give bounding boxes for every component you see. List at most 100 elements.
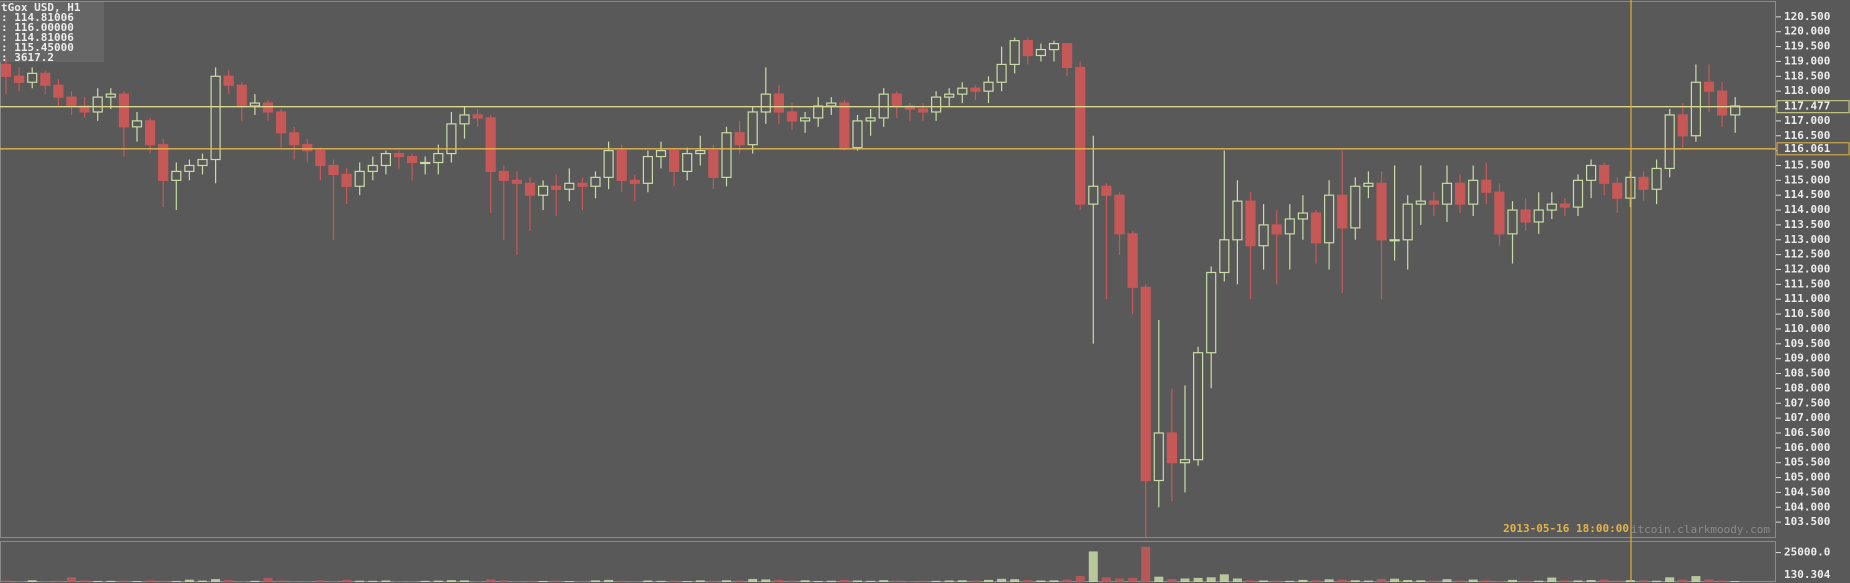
candle-body xyxy=(655,150,667,158)
volume-bar xyxy=(1573,580,1583,582)
candle-body xyxy=(1559,203,1571,208)
volume-bar xyxy=(695,580,705,582)
candle-body xyxy=(1337,194,1348,229)
volume-bar xyxy=(1416,580,1426,582)
candle-body xyxy=(14,75,25,83)
volume-bar xyxy=(40,581,50,582)
volume-bar xyxy=(1206,577,1216,582)
y-tick-label: 112.500 xyxy=(1784,248,1830,261)
candle-body xyxy=(668,150,680,173)
volume-bar xyxy=(420,580,430,582)
volume-bar xyxy=(1101,577,1111,582)
candle-body xyxy=(1166,432,1178,464)
volume-bar xyxy=(1691,576,1701,582)
volume-bar xyxy=(918,580,928,582)
candle-body xyxy=(537,185,549,196)
volume-bar xyxy=(1717,580,1727,582)
candle-body xyxy=(1179,459,1191,464)
y-tick-label: 114.500 xyxy=(1784,188,1830,201)
candle-body xyxy=(171,170,182,181)
volume-bar xyxy=(237,580,247,582)
y-tick-label: 118.500 xyxy=(1784,69,1830,82)
volume-bar xyxy=(525,580,535,582)
candle-body xyxy=(407,155,418,164)
candle-body xyxy=(1323,194,1335,244)
candle-body xyxy=(642,155,654,184)
volume-bar xyxy=(577,580,587,582)
volume-bar xyxy=(263,577,273,582)
volume-bar xyxy=(761,579,771,582)
volume-bar xyxy=(499,580,509,582)
candle-body xyxy=(1101,185,1112,196)
candle-body xyxy=(551,185,562,190)
candle-body xyxy=(983,81,994,92)
volume-bar xyxy=(276,580,286,582)
volume-bar xyxy=(1481,580,1491,582)
volume-bar xyxy=(1285,580,1295,582)
candle-body xyxy=(262,102,274,113)
candle-body xyxy=(930,96,942,113)
candle-body xyxy=(341,173,352,187)
candle-body xyxy=(1192,352,1204,461)
volume-bar xyxy=(1246,580,1255,582)
volume-bar xyxy=(800,580,810,582)
candle-body xyxy=(315,150,326,167)
candle-body xyxy=(1441,182,1453,205)
hline-label-box xyxy=(1776,100,1850,114)
candle-body xyxy=(734,132,745,146)
volume-bar xyxy=(1586,580,1596,582)
volume-bar xyxy=(1180,578,1190,582)
volume-bar xyxy=(289,580,299,582)
volume-bar xyxy=(1390,578,1400,582)
candle-body xyxy=(459,114,470,125)
y-tick-label: 110.500 xyxy=(1784,307,1830,320)
candle-body xyxy=(1140,286,1151,482)
price-panel xyxy=(0,1,1776,538)
volume-bar xyxy=(931,580,941,582)
candle-body xyxy=(1507,209,1518,235)
volume-bar xyxy=(1154,576,1164,582)
volume-bar xyxy=(512,580,522,582)
candle-body xyxy=(158,144,169,181)
candle-body xyxy=(590,176,601,187)
y-tick-label: 108.000 xyxy=(1784,381,1830,394)
y-tick-label: 115.000 xyxy=(1784,173,1830,186)
volume-bar xyxy=(1612,580,1622,582)
volume-bar xyxy=(1311,580,1321,582)
volume-bar xyxy=(1468,579,1478,582)
volume-bar xyxy=(1219,574,1229,582)
candle-body xyxy=(289,132,300,146)
volume-bar xyxy=(1,580,11,582)
candle-body xyxy=(1454,182,1466,205)
crosshair-label-box xyxy=(1474,523,1630,535)
volume-bar xyxy=(1036,580,1046,582)
volume-bar xyxy=(368,580,378,582)
volume-bar xyxy=(473,580,483,582)
hline-label: 116.061 xyxy=(1784,142,1831,155)
y-tick-label: 105.500 xyxy=(1784,456,1830,469)
y-tick-label: 111.500 xyxy=(1784,277,1830,290)
volume-bar xyxy=(145,580,155,582)
volume-bar xyxy=(604,579,614,582)
volume-bar xyxy=(119,580,129,582)
hline-label-box xyxy=(1776,142,1850,156)
volume-bar xyxy=(564,581,574,582)
volume-bar xyxy=(826,580,836,582)
volume-bar xyxy=(1023,580,1033,582)
candle-body xyxy=(1245,200,1256,247)
candle-body xyxy=(786,111,798,122)
y-tick-label: 110.000 xyxy=(1784,322,1830,335)
y-tick-label: 109.000 xyxy=(1784,352,1830,365)
volume-bar xyxy=(250,580,260,582)
y-tick-label: 118.000 xyxy=(1784,84,1830,97)
volume-bar xyxy=(224,580,234,582)
volume-note: 130.304 xyxy=(1784,568,1831,581)
volume-bar xyxy=(617,580,627,582)
volume-bar xyxy=(1678,579,1688,582)
candle-body xyxy=(79,105,90,113)
volume-bar xyxy=(355,580,365,582)
candle-body xyxy=(708,150,719,178)
volume-bar xyxy=(1429,580,1439,582)
volume-bar xyxy=(1062,579,1072,582)
